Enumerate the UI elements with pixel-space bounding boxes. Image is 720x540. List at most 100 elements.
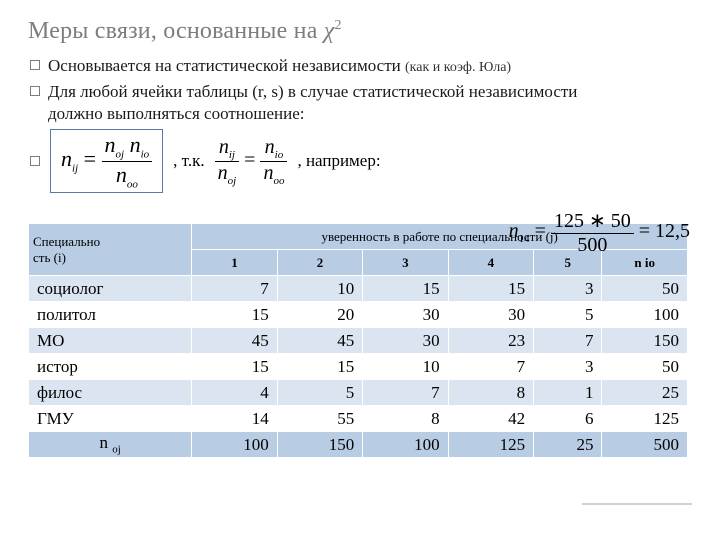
total-cell: 150: [277, 432, 362, 458]
cell: 125: [602, 406, 688, 432]
cell: 5: [534, 302, 602, 328]
cell: 42: [448, 406, 533, 432]
f2-num-a: n: [219, 136, 229, 158]
chi-symbol: χ: [324, 18, 335, 44]
cell: 7: [363, 380, 448, 406]
bullet-1: Основывается на статистической независим…: [28, 55, 692, 77]
f1-num-a: n: [105, 132, 116, 157]
bullet-list: Основывается на статистической независим…: [28, 55, 692, 125]
cell: 14: [192, 406, 277, 432]
f1-num-b: n: [130, 132, 141, 157]
frac2: nij noj: [215, 136, 240, 187]
ex-res: 12,5: [655, 220, 690, 242]
f1-num: noj nio: [102, 132, 153, 161]
f1-num-a-sub: oj: [116, 149, 125, 161]
table-row: МО454530237150: [29, 328, 688, 354]
ex-eq2: =: [634, 220, 655, 242]
total-cell: 100: [192, 432, 277, 458]
cell: 10: [363, 354, 448, 380]
ex-eq: =: [530, 220, 551, 242]
slide-root: Меры связи, основанные на χ2 Основываетс…: [0, 0, 720, 540]
cell: 50: [602, 276, 688, 302]
cell: 15: [192, 354, 277, 380]
f1-lhs-var: n: [61, 146, 72, 171]
eq2: =: [244, 149, 260, 171]
f2-num-a-sub: ij: [229, 149, 235, 161]
cell: 7: [448, 354, 533, 380]
cell: 150: [602, 328, 688, 354]
f3-den-a: n: [263, 162, 273, 184]
cell: 50: [602, 354, 688, 380]
col-3: 3: [363, 250, 448, 276]
table-row: социолог7101515350: [29, 276, 688, 302]
bullet-2: Для любой ячейки таблицы (r, s) в случае…: [28, 81, 692, 125]
tk-label: , т.к.: [173, 151, 204, 171]
cell: 20: [277, 302, 362, 328]
row-label: ГМУ: [29, 406, 192, 432]
row-label: МО: [29, 328, 192, 354]
f1-frac: noj nio noo: [102, 132, 153, 190]
naprimer-label: , например:: [297, 151, 380, 171]
corner-l2: сть (i): [33, 250, 66, 265]
cell: 7: [534, 328, 602, 354]
data-table: Специально сть (i) уверенность в работе …: [28, 223, 688, 458]
total-row: n oj10015010012525500: [29, 432, 688, 458]
table-row: политол152030305100: [29, 302, 688, 328]
cell: 5: [277, 380, 362, 406]
row-label: истор: [29, 354, 192, 380]
cell: 8: [448, 380, 533, 406]
cell: 25: [602, 380, 688, 406]
f1-den-a-sub: oo: [127, 178, 138, 190]
cell: 30: [363, 328, 448, 354]
ex-den: 500: [551, 234, 634, 257]
f1-eq: =: [78, 146, 101, 171]
cell: 1: [534, 380, 602, 406]
cell: 15: [448, 276, 533, 302]
cell: 45: [277, 328, 362, 354]
table-row: истор1515107350: [29, 354, 688, 380]
example-formula: n14 = 125 ∗ 50 500 = 12,5: [509, 208, 690, 257]
table-body: социолог7101515350политол152030305100МО4…: [29, 276, 688, 458]
ex-lhs: n: [509, 220, 519, 242]
slide-title: Меры связи, основанные на χ2: [28, 18, 692, 45]
ex-num: 125 ∗ 50: [551, 208, 634, 234]
bullet-square-icon: [30, 156, 40, 166]
total-cell: 100: [363, 432, 448, 458]
f2-den-a-sub: oj: [228, 175, 237, 187]
col-1: 1: [192, 250, 277, 276]
table-row: ГМУ14558426125: [29, 406, 688, 432]
cell: 15: [277, 354, 362, 380]
cell: 3: [534, 276, 602, 302]
corner-header: Специально сть (i): [29, 224, 192, 276]
f1-den-a: n: [116, 162, 127, 187]
bullet-2-l1: Для любой ячейки таблицы (r, s) в случае…: [48, 82, 577, 101]
total-cell: 25: [534, 432, 602, 458]
title-text: Меры связи, основанные на: [28, 18, 324, 44]
table-row: филос4578125: [29, 380, 688, 406]
cell: 23: [448, 328, 533, 354]
cell: 3: [534, 354, 602, 380]
cell: 7: [192, 276, 277, 302]
frac-eq2: nij noj = nio noo: [215, 136, 288, 187]
bullet-2-l2: должно выполняться соотношение:: [48, 104, 304, 123]
row-label: политол: [29, 302, 192, 328]
cell: 55: [277, 406, 362, 432]
formula-row: nij = noj nio noo , т.к. nij noj = nio n…: [28, 129, 692, 193]
f3-den-a-sub: oo: [273, 175, 284, 187]
col-2: 2: [277, 250, 362, 276]
f2-den-a: n: [218, 162, 228, 184]
row-label: филос: [29, 380, 192, 406]
f3-num-a-sub: io: [275, 149, 284, 161]
cell: 8: [363, 406, 448, 432]
total-label: n oj: [29, 432, 192, 458]
cell: 4: [192, 380, 277, 406]
row-label: социолог: [29, 276, 192, 302]
ex-lhs-sub: 14: [519, 233, 530, 245]
corner-l1: Специально: [33, 234, 100, 249]
total-cell: 500: [602, 432, 688, 458]
cell: 30: [448, 302, 533, 328]
cell: 100: [602, 302, 688, 328]
cell: 15: [192, 302, 277, 328]
chi-exp: 2: [335, 18, 342, 33]
formula-boxed: nij = noj nio noo: [50, 129, 163, 193]
